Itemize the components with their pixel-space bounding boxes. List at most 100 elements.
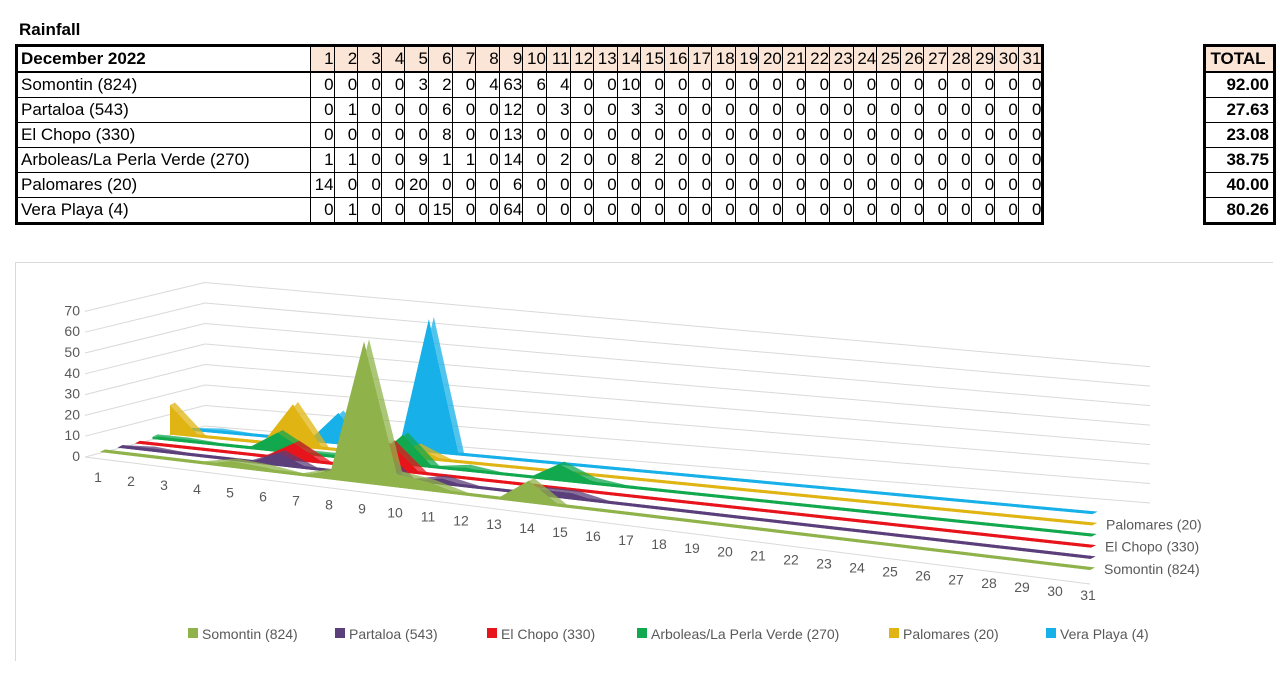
x-tick-label: 27 bbox=[948, 571, 964, 587]
rainfall-value: 3 bbox=[404, 71, 429, 98]
rainfall-value: 0 bbox=[947, 147, 972, 173]
rainfall-value: 0 bbox=[970, 97, 996, 123]
rainfall-value: 0 bbox=[805, 172, 831, 198]
rainfall-value: 1 bbox=[451, 147, 477, 173]
rainfall-value: 0 bbox=[522, 97, 547, 123]
gridline bbox=[84, 343, 206, 375]
day-header: 17 bbox=[687, 45, 713, 73]
rainfall-value: 0 bbox=[781, 97, 807, 123]
rainfall-value: 0 bbox=[711, 197, 736, 224]
rainfall-value: 0 bbox=[310, 197, 335, 224]
legend-label: Partaloa (543) bbox=[349, 626, 438, 642]
day-header: 6 bbox=[427, 45, 453, 73]
rainfall-value: 0 bbox=[758, 197, 783, 224]
rainfall-value: 0 bbox=[357, 122, 382, 148]
rainfall-value: 0 bbox=[876, 97, 901, 123]
depth-label: Somontin (824) bbox=[1104, 561, 1200, 577]
rainfall-value: 0 bbox=[522, 172, 547, 198]
station-name: Somontin (824) bbox=[16, 71, 311, 98]
x-tick-label: 17 bbox=[618, 532, 634, 548]
table-row: Vera Playa (4) 0 1 0 0 0 15 0 0 64 0 0 0 0 0 0 0 0 0 0 0 0 0 0 0… bbox=[16, 197, 1044, 224]
rainfall-value: 0 bbox=[758, 71, 783, 98]
rainfall-value: 0 bbox=[569, 122, 595, 148]
day-header: 5 bbox=[404, 45, 429, 73]
rainfall-value: 0 bbox=[852, 172, 878, 198]
rainfall-value: 0 bbox=[758, 122, 783, 148]
rainfall-value: 0 bbox=[852, 197, 878, 224]
total-row: 38.75 bbox=[1204, 147, 1275, 173]
day-header: 31 bbox=[1017, 45, 1044, 73]
rainfall-value: 0 bbox=[805, 71, 831, 98]
series-area bbox=[187, 319, 1093, 515]
legend-swatch bbox=[335, 628, 345, 638]
rainfall-value: 0 bbox=[593, 122, 618, 148]
rainfall-value: 6 bbox=[498, 172, 524, 198]
y-tick-label: 50 bbox=[64, 344, 80, 360]
x-tick-label: 22 bbox=[783, 552, 799, 568]
day-header: 7 bbox=[451, 45, 477, 73]
rainfall-value: 0 bbox=[569, 197, 595, 224]
rainfall-value: 0 bbox=[970, 147, 996, 173]
table-row: Arboleas/La Perla Verde (270) 1 1 0 0 9 1 1 0 14 0… bbox=[16, 147, 1044, 173]
rainfall-value: 0 bbox=[970, 197, 996, 224]
rainfall-value: 0 bbox=[663, 97, 689, 123]
rainfall-value: 0 bbox=[1017, 122, 1044, 148]
station-name: El Chopo (330) bbox=[16, 122, 311, 148]
day-header: 11 bbox=[545, 45, 571, 73]
legend-swatch bbox=[487, 628, 497, 638]
rainfall-value: 0 bbox=[357, 147, 382, 173]
station-name: Palomares (20) bbox=[16, 172, 311, 198]
rainfall-value: 1 bbox=[333, 147, 359, 173]
total-value: 40.00 bbox=[1204, 172, 1275, 198]
rainfall-value: 0 bbox=[711, 71, 736, 98]
day-header: 13 bbox=[593, 45, 618, 73]
legend-swatch bbox=[188, 628, 198, 638]
series-ribbon bbox=[170, 432, 1097, 526]
station-name: Arboleas/La Perla Verde (270) bbox=[16, 147, 311, 173]
x-tick-label: 29 bbox=[1014, 579, 1030, 595]
day-header: 10 bbox=[522, 45, 547, 73]
station-name: Vera Playa (4) bbox=[16, 197, 311, 224]
day-header: 24 bbox=[852, 45, 878, 73]
rainfall-value: 4 bbox=[475, 71, 500, 98]
total-row: 92.00 bbox=[1204, 71, 1275, 98]
rainfall-value: 2 bbox=[640, 147, 665, 173]
rainfall-value: 0 bbox=[994, 147, 1019, 173]
total-row: 27.63 bbox=[1204, 97, 1275, 123]
table-row: Partaloa (543) 0 1 0 0 0 6 0 0 12 0 3 0 0 3 3 0 0 0 0 0 0 0 0 0 0… bbox=[16, 97, 1044, 123]
gridline bbox=[204, 282, 1151, 368]
rainfall-value: 0 bbox=[1017, 172, 1044, 198]
rainfall-value: 1 bbox=[427, 147, 453, 173]
rainfall-value: 0 bbox=[829, 197, 854, 224]
depth-label: Palomares (20) bbox=[1106, 516, 1202, 532]
rainfall-value: 0 bbox=[663, 71, 689, 98]
rainfall-value: 0 bbox=[852, 97, 878, 123]
legend-label: Vera Playa (4) bbox=[1060, 626, 1149, 642]
rainfall-value: 2 bbox=[427, 71, 453, 98]
rainfall-value: 0 bbox=[1017, 97, 1044, 123]
day-header: 20 bbox=[758, 45, 783, 73]
rainfall-value: 2 bbox=[545, 147, 571, 173]
rainfall-value: 0 bbox=[899, 147, 925, 173]
rainfall-value: 0 bbox=[994, 172, 1019, 198]
rainfall-value: 14 bbox=[310, 172, 335, 198]
rainfall-value: 0 bbox=[380, 172, 406, 198]
legend-label: El Chopo (330) bbox=[501, 626, 595, 642]
rainfall-table: December 2022 1 2 3 4 5 6 7 8 9 10 11 12 13 14 15 16 17 18… bbox=[15, 44, 1045, 225]
rainfall-value: 0 bbox=[687, 97, 713, 123]
y-tick-label: 70 bbox=[64, 302, 80, 318]
rainfall-value: 0 bbox=[805, 122, 831, 148]
rainfall-value: 0 bbox=[734, 122, 760, 148]
table-row: Palomares (20) 14 0 0 0 20 0 0 0 6 0 0 0 0 0 0 0 0 0 0 0 0 0 0 0… bbox=[16, 172, 1044, 198]
rainfall-value: 0 bbox=[333, 71, 359, 98]
rainfall-value: 0 bbox=[640, 71, 665, 98]
rainfall-value: 0 bbox=[593, 71, 618, 98]
rainfall-value: 0 bbox=[852, 122, 878, 148]
day-header: 4 bbox=[380, 45, 406, 73]
rainfall-value: 6 bbox=[427, 97, 453, 123]
rainfall-value: 0 bbox=[593, 147, 618, 173]
x-tick-label: 4 bbox=[193, 481, 201, 497]
x-tick-label: 5 bbox=[226, 485, 234, 501]
rainfall-value: 0 bbox=[734, 197, 760, 224]
day-header: 27 bbox=[923, 45, 949, 73]
